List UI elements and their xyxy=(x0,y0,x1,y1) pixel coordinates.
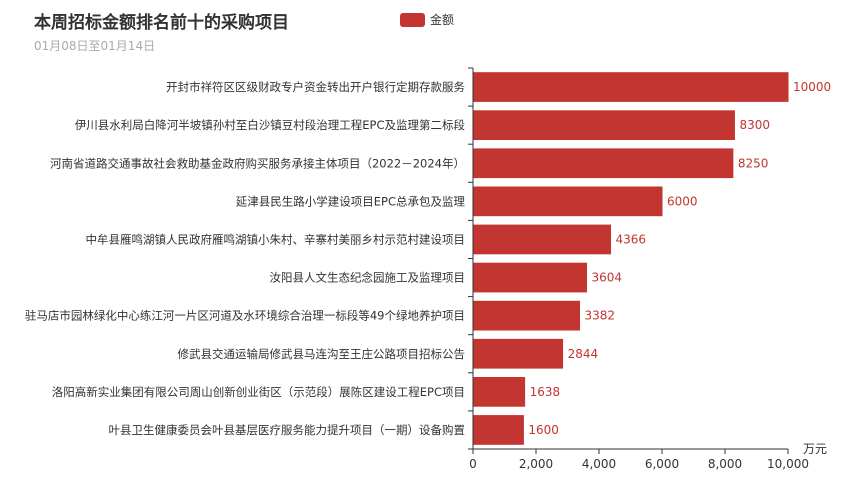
bar xyxy=(473,148,734,179)
category-label: 延津县民生路小学建设项目EPC总承包及监理 xyxy=(236,194,466,208)
value-label: 10000 xyxy=(793,80,831,94)
bar xyxy=(473,415,524,445)
x-tick-label: 8,000 xyxy=(708,457,742,471)
bar xyxy=(473,72,789,102)
bar xyxy=(473,186,663,217)
bar xyxy=(473,224,612,255)
legend[interactable]: 金额 xyxy=(400,11,454,28)
category-label: 中牟县雁鸣湖镇人民政府雁鸣湖镇小朱村、辛寨村美丽乡村示范村建设项目 xyxy=(86,232,466,246)
bar xyxy=(473,110,735,141)
value-label: 3382 xyxy=(585,309,616,323)
value-label: 1600 xyxy=(528,423,559,437)
value-label: 6000 xyxy=(667,194,698,208)
x-tick-label: 2,000 xyxy=(519,457,553,471)
category-label: 修武县交通运输局修武县马连沟至王庄公路项目招标公告 xyxy=(178,347,466,361)
value-label: 8300 xyxy=(739,118,770,132)
bar xyxy=(473,300,581,331)
x-tick-label: 6,000 xyxy=(645,457,679,471)
chart-subtitle: 01月08日至01月14日 xyxy=(34,39,156,53)
x-tick-label: 4,000 xyxy=(582,457,616,471)
legend-swatch xyxy=(400,12,425,27)
value-label: 8250 xyxy=(738,156,769,170)
legend-label: 金额 xyxy=(430,13,455,27)
value-label: 1638 xyxy=(530,385,561,399)
category-label: 汝阳县人文生态纪念园施工及监理项目 xyxy=(270,271,466,285)
category-label: 叶县卫生健康委员会叶县基层医疗服务能力提升项目（一期）设备购置 xyxy=(109,423,466,437)
bar xyxy=(473,376,526,407)
chart-title: 本周招标金额排名前十的采购项目 xyxy=(34,13,289,33)
value-label: 3604 xyxy=(592,271,623,285)
category-label: 驻马店市园林绿化中心练江河一片区河道及水环境综合治理一标段等49个绿地养护项目 xyxy=(25,309,465,323)
x-tick-label: 10,000 xyxy=(767,457,809,471)
category-label: 河南省道路交通事故社会救助基金政府购买服务承接主体项目（2022－2024年） xyxy=(50,156,465,170)
value-label: 2844 xyxy=(568,347,599,361)
category-label: 开封市祥符区区级财政专户资金转出开户银行定期存款服务 xyxy=(166,80,465,94)
bar xyxy=(473,338,564,369)
value-label: 4366 xyxy=(616,232,647,246)
x-tick-label: 0 xyxy=(469,457,477,471)
category-label: 洛阳高新实业集团有限公司周山创新创业街区（示范段）展陈区建设工程EPC项目 xyxy=(52,385,465,399)
x-axis-unit: 万元 xyxy=(803,442,827,456)
bar xyxy=(473,262,588,293)
category-label: 伊川县水利局白降河半坡镇孙村至白沙镇豆村段治理工程EPC及监理第二标段 xyxy=(75,118,466,132)
